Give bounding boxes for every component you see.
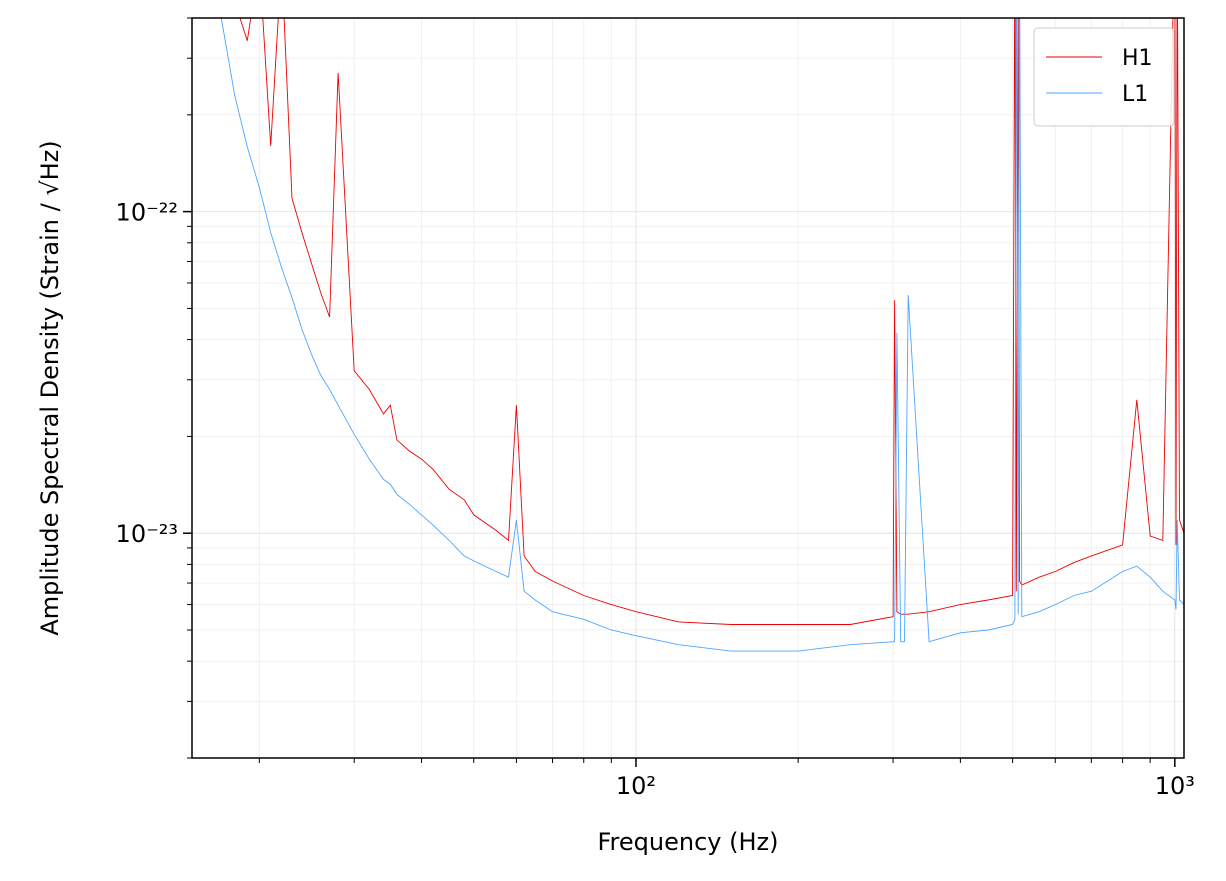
legend-label: L1 xyxy=(1122,82,1148,107)
legend-label: H1 xyxy=(1122,46,1153,71)
y-axis-label: Amplitude Spectral Density (Strain / √Hz… xyxy=(36,140,64,635)
x-tick-label: 10³ xyxy=(1155,772,1195,800)
plot-frame xyxy=(191,17,1185,759)
series-line xyxy=(220,18,1184,652)
y-tick-label: 10⁻²² xyxy=(116,199,178,227)
x-axis-label: Frequency (Hz) xyxy=(598,828,779,856)
legend-box xyxy=(1033,27,1175,127)
y-tick-label: 10⁻²³ xyxy=(116,520,178,548)
ticks: 10² 10³ 10⁻²³ 10⁻²² xyxy=(116,17,1195,800)
x-tick-label: 10² xyxy=(616,772,656,800)
plot-lines xyxy=(220,18,1184,652)
series-line xyxy=(239,18,1184,625)
